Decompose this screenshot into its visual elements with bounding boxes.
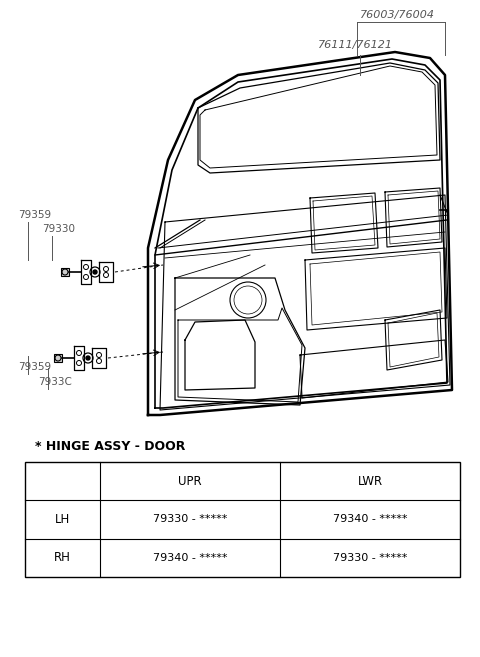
Text: RH: RH: [54, 551, 71, 564]
Text: 79359: 79359: [18, 362, 51, 372]
Text: 76111/76121: 76111/76121: [318, 40, 393, 50]
Text: UPR: UPR: [178, 474, 202, 487]
Text: 79359: 79359: [18, 210, 51, 220]
Circle shape: [86, 356, 90, 360]
Bar: [54, 354, 62, 362]
Text: LH: LH: [55, 513, 70, 526]
Bar: [25, 462, 460, 577]
Text: 79330 - *****: 79330 - *****: [333, 553, 407, 563]
Text: 79330: 79330: [42, 224, 75, 234]
Text: 79340 - *****: 79340 - *****: [333, 514, 407, 524]
Text: 79340 - *****: 79340 - *****: [153, 553, 227, 563]
Text: LWR: LWR: [358, 474, 383, 487]
Bar: [61, 268, 69, 276]
Text: * HINGE ASSY - DOOR: * HINGE ASSY - DOOR: [35, 440, 185, 453]
Text: 76003/76004: 76003/76004: [360, 10, 435, 20]
Text: 7933C: 7933C: [38, 377, 72, 387]
Text: 79330 - *****: 79330 - *****: [153, 514, 227, 524]
Circle shape: [93, 270, 97, 274]
